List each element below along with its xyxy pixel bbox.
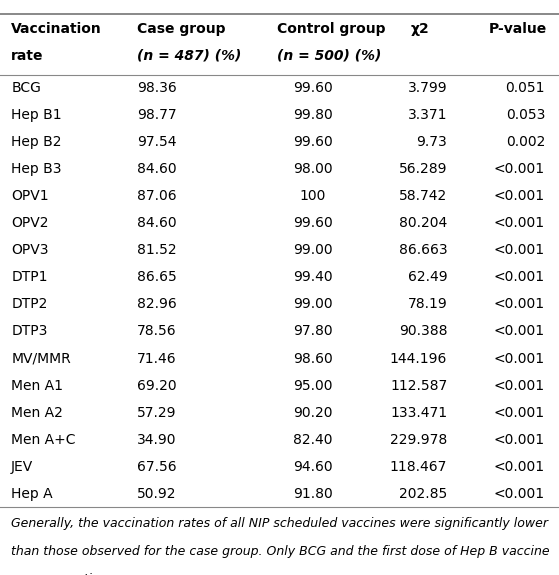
Text: Control group: Control group: [277, 22, 385, 36]
Text: P-value: P-value: [489, 22, 547, 36]
Text: 98.77: 98.77: [137, 108, 177, 122]
Text: <0.001: <0.001: [494, 162, 545, 177]
Text: 78.56: 78.56: [137, 324, 177, 339]
Text: 78.19: 78.19: [408, 297, 447, 312]
Text: 57.29: 57.29: [137, 405, 177, 420]
Text: 80.204: 80.204: [399, 216, 447, 231]
Text: <0.001: <0.001: [494, 378, 545, 393]
Text: 9.73: 9.73: [416, 135, 447, 150]
Text: 84.60: 84.60: [137, 162, 177, 177]
Text: 0.053: 0.053: [506, 108, 545, 122]
Text: 99.80: 99.80: [293, 108, 333, 122]
Text: <0.001: <0.001: [494, 351, 545, 366]
Text: BCG: BCG: [11, 81, 41, 95]
Text: 34.90: 34.90: [137, 432, 177, 447]
Text: <0.001: <0.001: [494, 432, 545, 447]
Text: 118.467: 118.467: [390, 459, 447, 474]
Text: 86.663: 86.663: [399, 243, 447, 258]
Text: 98.00: 98.00: [293, 162, 333, 177]
Text: 98.36: 98.36: [137, 81, 177, 95]
Text: 97.54: 97.54: [137, 135, 177, 150]
Text: 86.65: 86.65: [137, 270, 177, 285]
Text: <0.001: <0.001: [494, 216, 545, 231]
Text: 144.196: 144.196: [390, 351, 447, 366]
Text: 112.587: 112.587: [390, 378, 447, 393]
Text: 100: 100: [300, 189, 326, 204]
Text: 229.978: 229.978: [390, 432, 447, 447]
Text: (n = 500) (%): (n = 500) (%): [277, 49, 381, 63]
Text: 84.60: 84.60: [137, 216, 177, 231]
Text: 50.92: 50.92: [137, 486, 177, 501]
Text: 99.00: 99.00: [293, 243, 333, 258]
Text: 87.06: 87.06: [137, 189, 177, 204]
Text: 3.371: 3.371: [408, 108, 447, 122]
Text: 94.60: 94.60: [293, 459, 333, 474]
Text: (n = 487) (%): (n = 487) (%): [137, 49, 241, 63]
Text: 81.52: 81.52: [137, 243, 177, 258]
Text: DTP3: DTP3: [11, 324, 48, 339]
Text: <0.001: <0.001: [494, 486, 545, 501]
Text: OPV1: OPV1: [11, 189, 49, 204]
Text: 97.80: 97.80: [293, 324, 333, 339]
Text: Case group: Case group: [137, 22, 225, 36]
Text: 67.56: 67.56: [137, 459, 177, 474]
Text: 99.60: 99.60: [293, 135, 333, 150]
Text: <0.001: <0.001: [494, 189, 545, 204]
Text: 91.80: 91.80: [293, 486, 333, 501]
Text: 69.20: 69.20: [137, 378, 177, 393]
Text: Hep A: Hep A: [11, 486, 53, 501]
Text: 133.471: 133.471: [390, 405, 447, 420]
Text: Men A1: Men A1: [11, 378, 63, 393]
Text: 99.60: 99.60: [293, 81, 333, 95]
Text: Generally, the vaccination rates of all NIP scheduled vaccines were significantl: Generally, the vaccination rates of all …: [11, 518, 548, 531]
Text: <0.001: <0.001: [494, 324, 545, 339]
Text: Hep B3: Hep B3: [11, 162, 61, 177]
Text: <0.001: <0.001: [494, 405, 545, 420]
Text: 90.388: 90.388: [399, 324, 447, 339]
Text: 56.289: 56.289: [399, 162, 447, 177]
Text: MV/MMR: MV/MMR: [11, 351, 71, 366]
Text: than those observed for the case group. Only BCG and the first dose of Hep B vac: than those observed for the case group. …: [11, 545, 550, 558]
Text: OPV3: OPV3: [11, 243, 49, 258]
Text: rate: rate: [11, 49, 44, 63]
Text: JEV: JEV: [11, 459, 34, 474]
Text: 98.60: 98.60: [293, 351, 333, 366]
Text: 71.46: 71.46: [137, 351, 177, 366]
Text: 0.051: 0.051: [505, 81, 545, 95]
Text: DTP1: DTP1: [11, 270, 48, 285]
Text: Men A2: Men A2: [11, 405, 63, 420]
Text: Men A+C: Men A+C: [11, 432, 75, 447]
Text: Vaccination: Vaccination: [11, 22, 102, 36]
Text: <0.001: <0.001: [494, 270, 545, 285]
Text: 58.742: 58.742: [399, 189, 447, 204]
Text: <0.001: <0.001: [494, 297, 545, 312]
Text: 99.60: 99.60: [293, 216, 333, 231]
Text: 90.20: 90.20: [293, 405, 333, 420]
Text: DTP2: DTP2: [11, 297, 48, 312]
Text: 95.00: 95.00: [293, 378, 333, 393]
Text: χ2: χ2: [411, 22, 430, 36]
Text: 82.96: 82.96: [137, 297, 177, 312]
Text: 99.00: 99.00: [293, 297, 333, 312]
Text: 99.40: 99.40: [293, 270, 333, 285]
Text: 3.799: 3.799: [408, 81, 447, 95]
Text: 62.49: 62.49: [408, 270, 447, 285]
Text: 202.85: 202.85: [399, 486, 447, 501]
Text: Hep B2: Hep B2: [11, 135, 61, 150]
Text: Hep B1: Hep B1: [11, 108, 62, 122]
Text: OPV2: OPV2: [11, 216, 49, 231]
Text: 82.40: 82.40: [293, 432, 333, 447]
Text: <0.001: <0.001: [494, 459, 545, 474]
Text: <0.001: <0.001: [494, 243, 545, 258]
Text: 0.002: 0.002: [506, 135, 545, 150]
Text: were exceptions.: were exceptions.: [11, 573, 118, 575]
